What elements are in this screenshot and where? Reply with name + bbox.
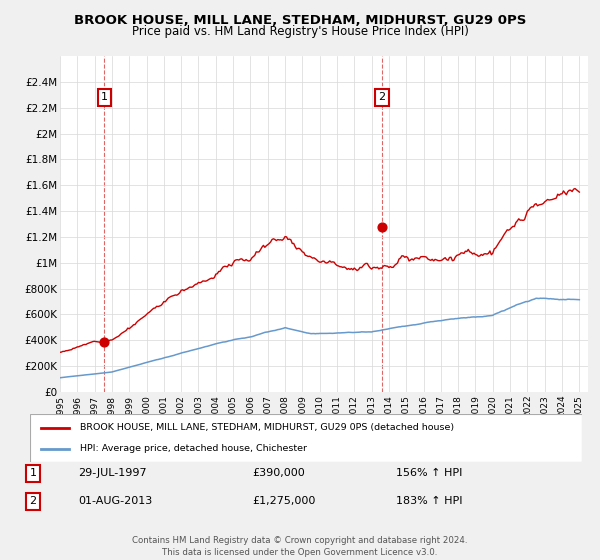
Text: 1: 1 bbox=[101, 92, 108, 102]
Text: Price paid vs. HM Land Registry's House Price Index (HPI): Price paid vs. HM Land Registry's House … bbox=[131, 25, 469, 38]
Text: 2: 2 bbox=[378, 92, 385, 102]
Point bbox=[100, 337, 109, 346]
Text: 29-JUL-1997: 29-JUL-1997 bbox=[78, 468, 146, 478]
Text: 01-AUG-2013: 01-AUG-2013 bbox=[78, 496, 152, 506]
Text: BROOK HOUSE, MILL LANE, STEDHAM, MIDHURST, GU29 0PS (detached house): BROOK HOUSE, MILL LANE, STEDHAM, MIDHURS… bbox=[80, 423, 454, 432]
Point bbox=[377, 223, 386, 232]
Text: 183% ↑ HPI: 183% ↑ HPI bbox=[396, 496, 463, 506]
Text: £1,275,000: £1,275,000 bbox=[252, 496, 316, 506]
FancyBboxPatch shape bbox=[30, 414, 582, 462]
Text: BROOK HOUSE, MILL LANE, STEDHAM, MIDHURST, GU29 0PS: BROOK HOUSE, MILL LANE, STEDHAM, MIDHURS… bbox=[74, 14, 526, 27]
Text: 2: 2 bbox=[29, 496, 37, 506]
Text: 156% ↑ HPI: 156% ↑ HPI bbox=[396, 468, 463, 478]
Text: HPI: Average price, detached house, Chichester: HPI: Average price, detached house, Chic… bbox=[80, 444, 307, 453]
Text: Contains HM Land Registry data © Crown copyright and database right 2024.
This d: Contains HM Land Registry data © Crown c… bbox=[132, 536, 468, 557]
Text: £390,000: £390,000 bbox=[252, 468, 305, 478]
Text: 1: 1 bbox=[29, 468, 37, 478]
